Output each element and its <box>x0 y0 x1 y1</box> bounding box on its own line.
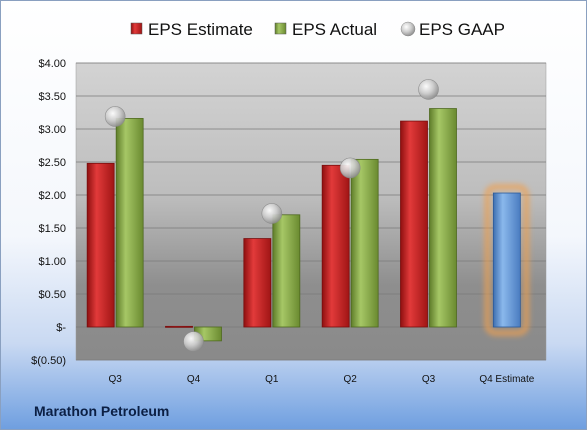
bars <box>86 79 529 352</box>
x-tick-label: Q3 <box>108 374 122 385</box>
gridlines <box>76 62 546 361</box>
legend-eps-actual-swatch <box>274 22 287 35</box>
y-tick-label: $3.00 <box>38 124 66 136</box>
y-tick-label: $- <box>56 322 66 334</box>
eps-gaap-marker <box>183 331 204 352</box>
eps-estimate-bar <box>165 325 193 328</box>
eps-gaap-marker <box>418 79 439 100</box>
eps-estimate-bar <box>86 162 115 328</box>
legend-eps-gaap-swatch <box>400 21 416 37</box>
eps-actual-bar <box>350 158 379 328</box>
legend-eps-actual-label: EPS Actual <box>292 20 377 39</box>
eps-actual-bar <box>429 108 457 328</box>
eps-gaap-marker <box>261 203 283 224</box>
eps-gaap-marker <box>104 106 126 127</box>
y-tick-label: $4.00 <box>38 58 66 70</box>
y-axis-ticks: $(0.50) $- $0.50 $1.00 $1.50 $2.00 $2.50 $3.00 $… <box>31 58 66 367</box>
q4-estimate-bar <box>492 192 521 328</box>
x-tick-label: Q2 <box>343 374 357 385</box>
eps-estimate-bar <box>243 238 272 328</box>
legend-eps-estimate-swatch <box>130 22 143 35</box>
y-tick-label: $0.50 <box>38 289 66 301</box>
y-tick-label: $1.50 <box>38 223 66 235</box>
x-tick-label: Q4 <box>187 374 201 385</box>
x-axis-ticks: Q3 Q4 Q1 Q2 Q3 Q4 Estimate <box>108 374 534 385</box>
company-name: Marathon Petroleum <box>34 403 170 419</box>
eps-estimate-bar <box>400 120 428 328</box>
y-tick-label: $(0.50) <box>31 355 66 367</box>
legend-eps-estimate-label: EPS Estimate <box>148 20 253 39</box>
y-tick-label: $3.50 <box>38 91 66 103</box>
y-tick-label: $2.50 <box>38 157 66 169</box>
eps-actual-bar <box>115 118 144 328</box>
x-tick-label: Q3 <box>422 374 436 385</box>
eps-estimate-bar <box>321 164 350 328</box>
eps-gaap-marker <box>339 157 361 179</box>
legend-eps-gaap-label: EPS GAAP <box>419 20 505 39</box>
eps-actual-bar <box>272 214 301 328</box>
y-tick-label: $1.00 <box>38 256 66 268</box>
y-tick-label: $2.00 <box>38 190 66 202</box>
estimate-highlight-glow <box>484 184 529 336</box>
x-tick-label: Q1 <box>265 374 279 385</box>
legend: EPS Estimate EPS Actual EPS GAAP <box>130 20 505 39</box>
x-tick-label: Q4 Estimate <box>479 374 534 385</box>
plot-area <box>75 62 547 361</box>
